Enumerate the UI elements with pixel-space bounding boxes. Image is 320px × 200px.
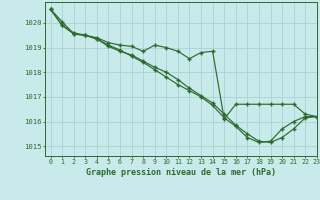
X-axis label: Graphe pression niveau de la mer (hPa): Graphe pression niveau de la mer (hPa) (86, 168, 276, 177)
